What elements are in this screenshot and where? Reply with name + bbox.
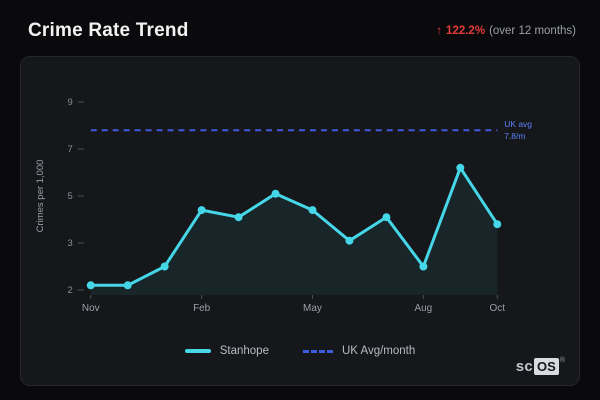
logo-prefix: sc: [515, 358, 534, 375]
trend-caption: (over 12 months): [489, 25, 576, 37]
y-tick-label: 2: [68, 285, 73, 296]
data-point[interactable]: [160, 262, 169, 271]
stanhope-line-swatch: [184, 349, 211, 353]
data-point[interactable]: [271, 189, 280, 198]
y-tick-label: 9: [68, 97, 73, 108]
data-point[interactable]: [86, 281, 95, 290]
uk-avg-label-line1: UK avg: [504, 119, 532, 129]
logo-box: OS: [534, 358, 559, 375]
data-point[interactable]: [419, 262, 428, 271]
x-tick-label: Nov: [82, 303, 100, 314]
chart-legend: Stanhope UK Avg/month: [21, 345, 579, 357]
data-point[interactable]: [197, 206, 206, 215]
legend-label-uk-avg: UK Avg/month: [341, 345, 416, 357]
data-point[interactable]: [234, 213, 243, 222]
stanhope-line: [89, 166, 499, 287]
y-axis-label: Crimes per 1,000: [35, 160, 46, 233]
legend-item-stanhope[interactable]: Stanhope: [184, 345, 269, 357]
x-tick-label: Feb: [193, 303, 211, 314]
scos-logo: sc OS ®: [515, 357, 565, 375]
x-tick-label: Oct: [490, 303, 506, 314]
registered-mark-icon: ®: [559, 357, 565, 364]
crime-chart-svg: UK avg 7.8/m 2 3 5 7 9 Nov Feb May Aug Oct Crimes pe…: [35, 97, 532, 314]
data-point[interactable]: [345, 236, 354, 245]
data-point[interactable]: [456, 163, 465, 172]
header: Crime Rate Trend ↑ 122.2% (over 12 month…: [0, 0, 600, 56]
y-tick-label: 7: [68, 144, 73, 155]
trend-up-arrow-icon: ↑: [436, 25, 443, 37]
page-title: Crime Rate Trend: [28, 20, 189, 41]
legend-item-uk-avg[interactable]: UK Avg/month: [302, 345, 416, 357]
data-point[interactable]: [123, 281, 132, 290]
trend-value: 122.2%: [446, 25, 486, 37]
trend-stat: ↑ 122.2% (over 12 months): [436, 25, 576, 37]
legend-label-stanhope: Stanhope: [219, 345, 269, 357]
x-tick-label: May: [303, 303, 322, 314]
uk-avg-dashed-swatch: [302, 349, 333, 353]
chart-panel: UK avg 7.8/m 2 3 5 7 9 Nov Feb May Aug Oct Crimes pe…: [20, 56, 580, 386]
uk-avg-label-line2: 7.8/m: [504, 131, 525, 141]
y-tick-label: 3: [68, 238, 73, 249]
data-point[interactable]: [493, 220, 502, 229]
y-tick-label: 5: [68, 191, 73, 202]
data-point[interactable]: [382, 213, 391, 222]
x-tick-label: Aug: [414, 303, 432, 314]
stanhope-area-fill: [90, 167, 498, 295]
data-point[interactable]: [308, 206, 317, 215]
